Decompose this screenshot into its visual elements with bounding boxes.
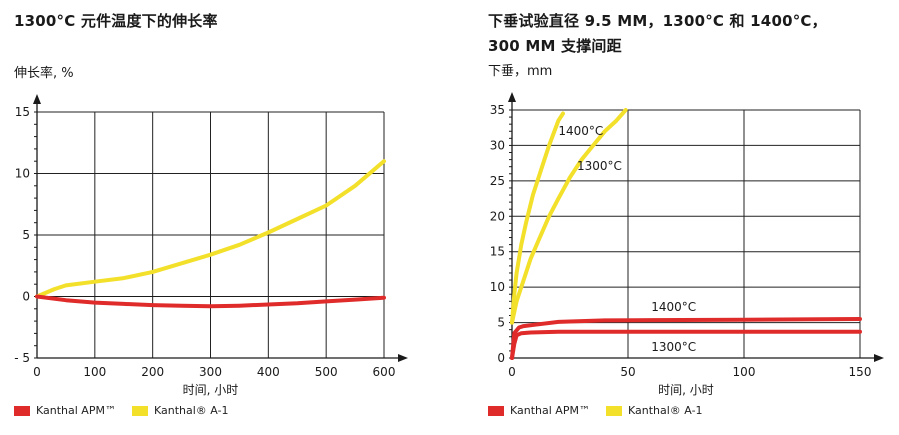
left-x-tick-label: 500 <box>315 365 338 379</box>
right-y-tick-label: 20 <box>490 209 505 223</box>
left-y-tick-label: 10 <box>15 167 30 181</box>
left-x-axis-arrow <box>398 354 408 362</box>
legend-label-a1: Kanthal® A-1 <box>627 404 703 417</box>
right-x-tick-label: 0 <box>508 365 516 379</box>
right-annotation-1: 1300°C <box>577 159 622 173</box>
right-chart-title: 下垂试验直径 9.5 MM，1300°C 和 1400°C， <box>488 12 827 30</box>
right-x-tick-label: 150 <box>849 365 872 379</box>
right-y-tick-label: 35 <box>490 103 505 117</box>
left-x-tick-label: 400 <box>257 365 280 379</box>
right-y-tick-label: 25 <box>490 174 505 188</box>
right-y-axis-arrow <box>508 92 516 102</box>
left-legend: Kanthal APM™ Kanthal® A-1 <box>14 404 245 417</box>
legend-label-apm: Kanthal APM™ <box>36 404 116 417</box>
left-x-tick-label: 600 <box>373 365 396 379</box>
right-y-tick-label: 5 <box>497 316 505 330</box>
left-y-axis-label: 伸长率, % <box>14 66 74 81</box>
legend-label-apm: Kanthal APM™ <box>510 404 590 417</box>
right-annotation-3: 1300°C <box>651 340 696 354</box>
legend-swatch-yellow <box>605 405 622 416</box>
right-x-tick-label: 100 <box>733 365 756 379</box>
left-x-tick-label: 200 <box>141 365 164 379</box>
left-y-tick-label: - 5 <box>14 351 30 365</box>
left-y-tick-label: 15 <box>15 105 30 119</box>
right-y-tick-label: 15 <box>490 245 505 259</box>
left-y-tick-label: 5 <box>22 228 30 242</box>
left-x-tick-label: 100 <box>83 365 106 379</box>
left-series-line-0 <box>35 159 386 299</box>
right-y-tick-label: 30 <box>490 138 505 152</box>
left-x-tick-label: 0 <box>33 365 41 379</box>
left-chart-title: 1300°C 元件温度下的伸长率 <box>14 12 218 30</box>
right-chart-title-line2: 300 MM 支撑间距 <box>488 37 622 55</box>
right-y-axis-label: 下垂，mm <box>488 64 553 79</box>
left-x-axis-label: 时间, 小时 <box>183 383 239 397</box>
legend-swatch-red <box>14 405 30 416</box>
legend-swatch-red <box>488 405 504 416</box>
right-y-tick-label: 0 <box>497 351 505 365</box>
right-annotation-2: 1400°C <box>651 300 696 314</box>
left-y-axis-arrow <box>33 94 41 104</box>
right-annotation-0: 1400°C <box>558 124 603 138</box>
left-x-tick-label: 300 <box>199 365 222 379</box>
right-series-line-0 <box>510 111 565 325</box>
right-series-line-3 <box>510 329 862 360</box>
right-series-line-1 <box>510 108 628 325</box>
right-y-tick-label: 10 <box>490 280 505 294</box>
legend-swatch-yellow <box>131 405 148 416</box>
right-legend: Kanthal APM™ Kanthal® A-1 <box>488 404 719 417</box>
right-series-line-2 <box>510 317 862 360</box>
right-x-tick-label: 50 <box>620 365 635 379</box>
right-x-axis-label: 时间, 小时 <box>658 383 714 397</box>
left-series-line-1 <box>35 294 386 309</box>
right-x-axis-arrow <box>874 354 884 362</box>
legend-label-a1: Kanthal® A-1 <box>153 404 229 417</box>
left-y-tick-label: 0 <box>22 290 30 304</box>
